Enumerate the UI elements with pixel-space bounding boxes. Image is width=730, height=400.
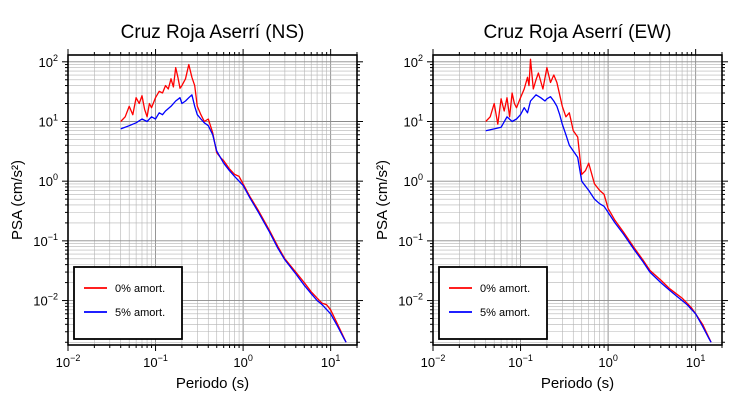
y-tick-label: 10−2 xyxy=(398,292,423,309)
y-tick-label: 10−1 xyxy=(398,232,423,249)
chart-panel-ns: Cruz Roja Aserrí (NS) 10−2 10−1 100 101 10−2 1… xyxy=(9,22,363,392)
legend-label: 0% amort. xyxy=(480,283,530,295)
axis-ticks xyxy=(427,49,728,351)
y-tick-label: 10−2 xyxy=(33,292,58,309)
plot-frame xyxy=(67,54,358,346)
series-line-damped xyxy=(485,94,712,343)
x-tick-label: 100 xyxy=(233,353,252,370)
y-tick-label: 102 xyxy=(404,53,423,70)
y-tick-label: 100 xyxy=(404,172,423,189)
chart-panel-ew: Cruz Roja Aserrí (EW) 10−2 10−1 100 101 10−2 1… xyxy=(374,22,728,392)
x-tick-label: 10−2 xyxy=(421,353,446,370)
y-axis-label: PSA (cm/s²) xyxy=(374,160,391,240)
x-tick-label: 10−1 xyxy=(143,353,168,370)
x-tick-label: 10−2 xyxy=(56,353,81,370)
legend: 0% amort. 5% amort. xyxy=(438,266,548,340)
x-axis-label: Periodo (s) xyxy=(176,375,249,392)
x-tick-label: 10−1 xyxy=(508,353,533,370)
series-line-damped xyxy=(120,94,347,343)
legend-box xyxy=(438,266,548,340)
legend: 0% amort. 5% amort. xyxy=(73,266,183,340)
y-tick-label: 10−1 xyxy=(33,232,58,249)
series-line-undamped xyxy=(485,58,712,343)
series-line-undamped xyxy=(120,63,347,343)
y-tick-label: 100 xyxy=(39,172,58,189)
y-axis-label: PSA (cm/s²) xyxy=(9,160,26,240)
legend-label: 0% amort. xyxy=(115,283,165,295)
plot-frame xyxy=(432,54,723,346)
grid xyxy=(432,55,723,345)
legend-label: 5% amort. xyxy=(115,307,165,319)
axis-ticks xyxy=(62,49,363,351)
x-tick-label: 100 xyxy=(598,353,617,370)
x-axis-label: Periodo (s) xyxy=(541,375,614,392)
y-tick-label: 101 xyxy=(404,112,423,129)
chart-title: Cruz Roja Aserrí (EW) xyxy=(484,22,672,43)
legend-label: 5% amort. xyxy=(480,307,530,319)
legend-box xyxy=(73,266,183,340)
x-tick-label: 101 xyxy=(321,353,340,370)
x-tick-label: 101 xyxy=(686,353,705,370)
y-tick-label: 101 xyxy=(39,112,58,129)
chart-title: Cruz Roja Aserrí (NS) xyxy=(121,22,305,43)
y-tick-label: 102 xyxy=(39,53,58,70)
